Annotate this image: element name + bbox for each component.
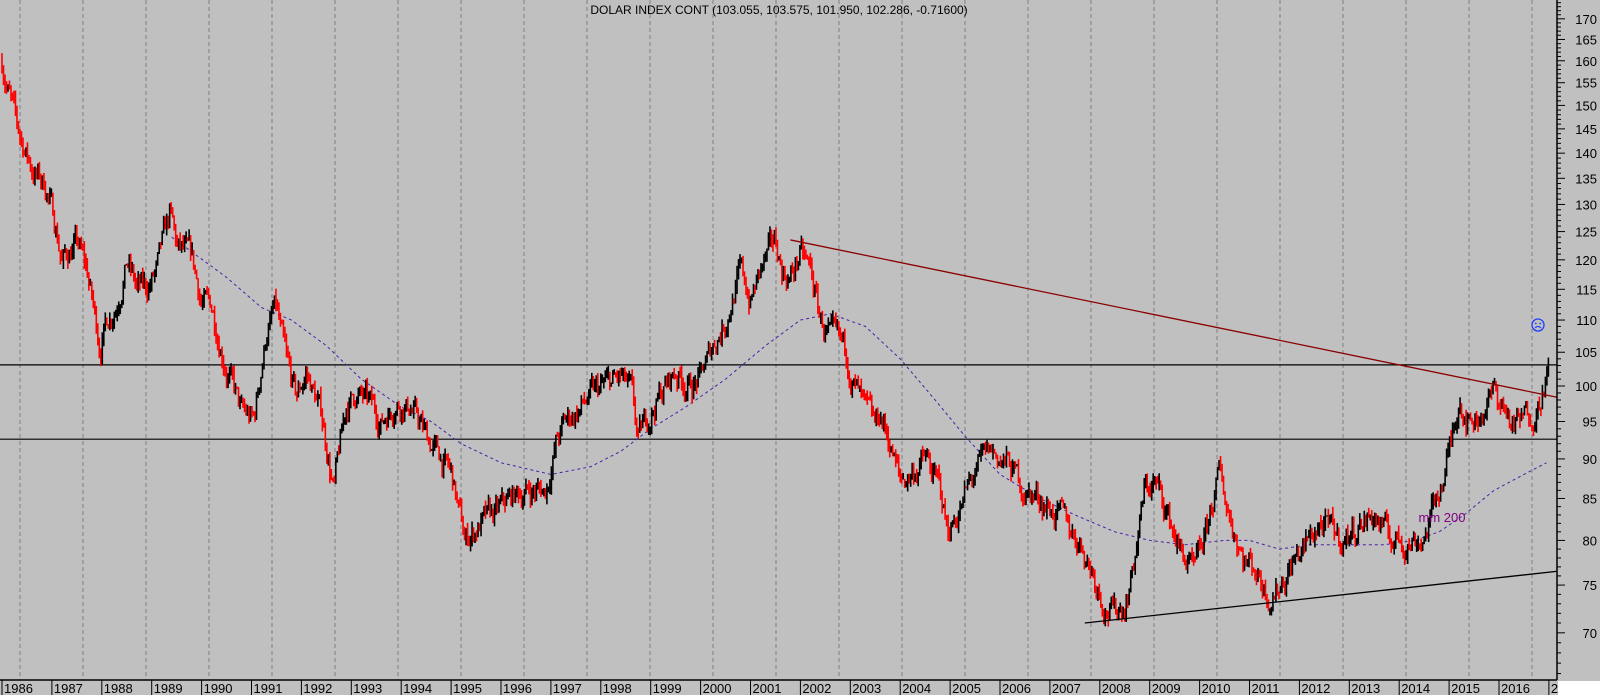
x-tick-label: 1993 [353,681,382,695]
x-tick-label: 2014 [1401,681,1430,695]
moving-average-line [171,236,1547,550]
x-tick-label: 1997 [553,681,582,695]
x-tick-label: 1988 [104,681,133,695]
down-trendline [790,239,1557,398]
corner-box [1558,681,1600,695]
x-tick-label: 2012 [1301,681,1330,695]
x-tick-label: 1990 [204,681,233,695]
y-tick-label: 115 [1576,282,1597,297]
x-tick-label: 1987 [54,681,83,695]
y-tick-label: 135 [1575,171,1597,186]
y-tick-label: 160 [1575,54,1597,69]
y-axis: 70 75 80 85 90 95 100 105 110 115 120 125 130 135 140 1… [1556,0,1600,695]
x-tick-label: 1991 [254,681,283,695]
y-tick-label: 130 [1575,197,1597,212]
ma-label: mm 200 [1419,510,1466,525]
x-tick-label: 2005 [952,681,981,695]
sad-face-icon [1531,318,1545,332]
x-tick-label: 2011 [1252,681,1280,695]
x-tick-label: 2006 [1002,681,1031,695]
y-tick-label: 120 [1575,253,1597,268]
x-tick-label: 2002 [802,681,831,695]
horizontal-levels [0,364,1557,440]
y-tick-label: 125 [1575,225,1597,240]
y-tick-label: 145 [1575,122,1597,137]
vertical-gridlines [19,0,1533,680]
trendlines [790,239,1557,624]
x-tick-label: 2003 [852,681,881,695]
x-tick-label: 2008 [1102,681,1131,695]
y-axis-background [1557,0,1600,695]
x-tick-label: 2000 [703,681,732,695]
y-tick-label: 95 [1583,414,1597,429]
x-tick-label: 2013 [1351,681,1380,695]
x-tick-label: 1986 [4,681,33,695]
chart-title: DOLAR INDEX CONT (103.055, 103.575, 101.… [590,3,967,17]
x-tick-label: 2016 [1501,681,1530,695]
y-tick-label: 155 [1575,76,1597,91]
y-tick-label: 150 [1575,98,1597,113]
x-tick-label: 1996 [503,681,532,695]
y-tick-label: 75 [1583,578,1597,593]
y-tick-label: 105 [1575,345,1597,360]
x-tick-label: 2001 [753,681,782,695]
x-tick-label: 2015 [1451,681,1480,695]
x-tick-label: 1998 [603,681,632,695]
y-tick-label: 140 [1575,146,1597,161]
x-axis-background [0,680,1557,695]
price-bars [1,53,1550,627]
x-axis: 1986 1987 1988 1989 1990 1991 1992 1993 1994 1995… [0,679,1600,695]
x-tick-label: 2004 [902,681,931,695]
x-tick-label: 2010 [1202,681,1231,695]
ma-200-line [171,236,1547,550]
y-tick-label: 90 [1583,452,1597,467]
x-tick-label: 2007 [1052,681,1081,695]
x-tick-label: 1994 [403,681,432,695]
y-tick-label: 85 [1583,491,1597,506]
y-tick-label: 80 [1583,533,1597,548]
x-tick-label: 1995 [453,681,482,695]
y-tick-label: 170 [1575,12,1597,27]
x-tick-label: 1999 [653,681,682,695]
y-tick-label: 110 [1576,313,1597,328]
up-trendline [1084,570,1557,624]
y-tick-label: 70 [1583,626,1597,641]
x-tick-label: 1989 [154,681,183,695]
y-tick-label: 100 [1575,379,1597,394]
x-tick-label: 1992 [303,681,332,695]
x-tick-label: 2 [1551,681,1558,695]
x-tick-label: 2009 [1152,681,1181,695]
y-tick-label: 165 [1575,32,1597,47]
